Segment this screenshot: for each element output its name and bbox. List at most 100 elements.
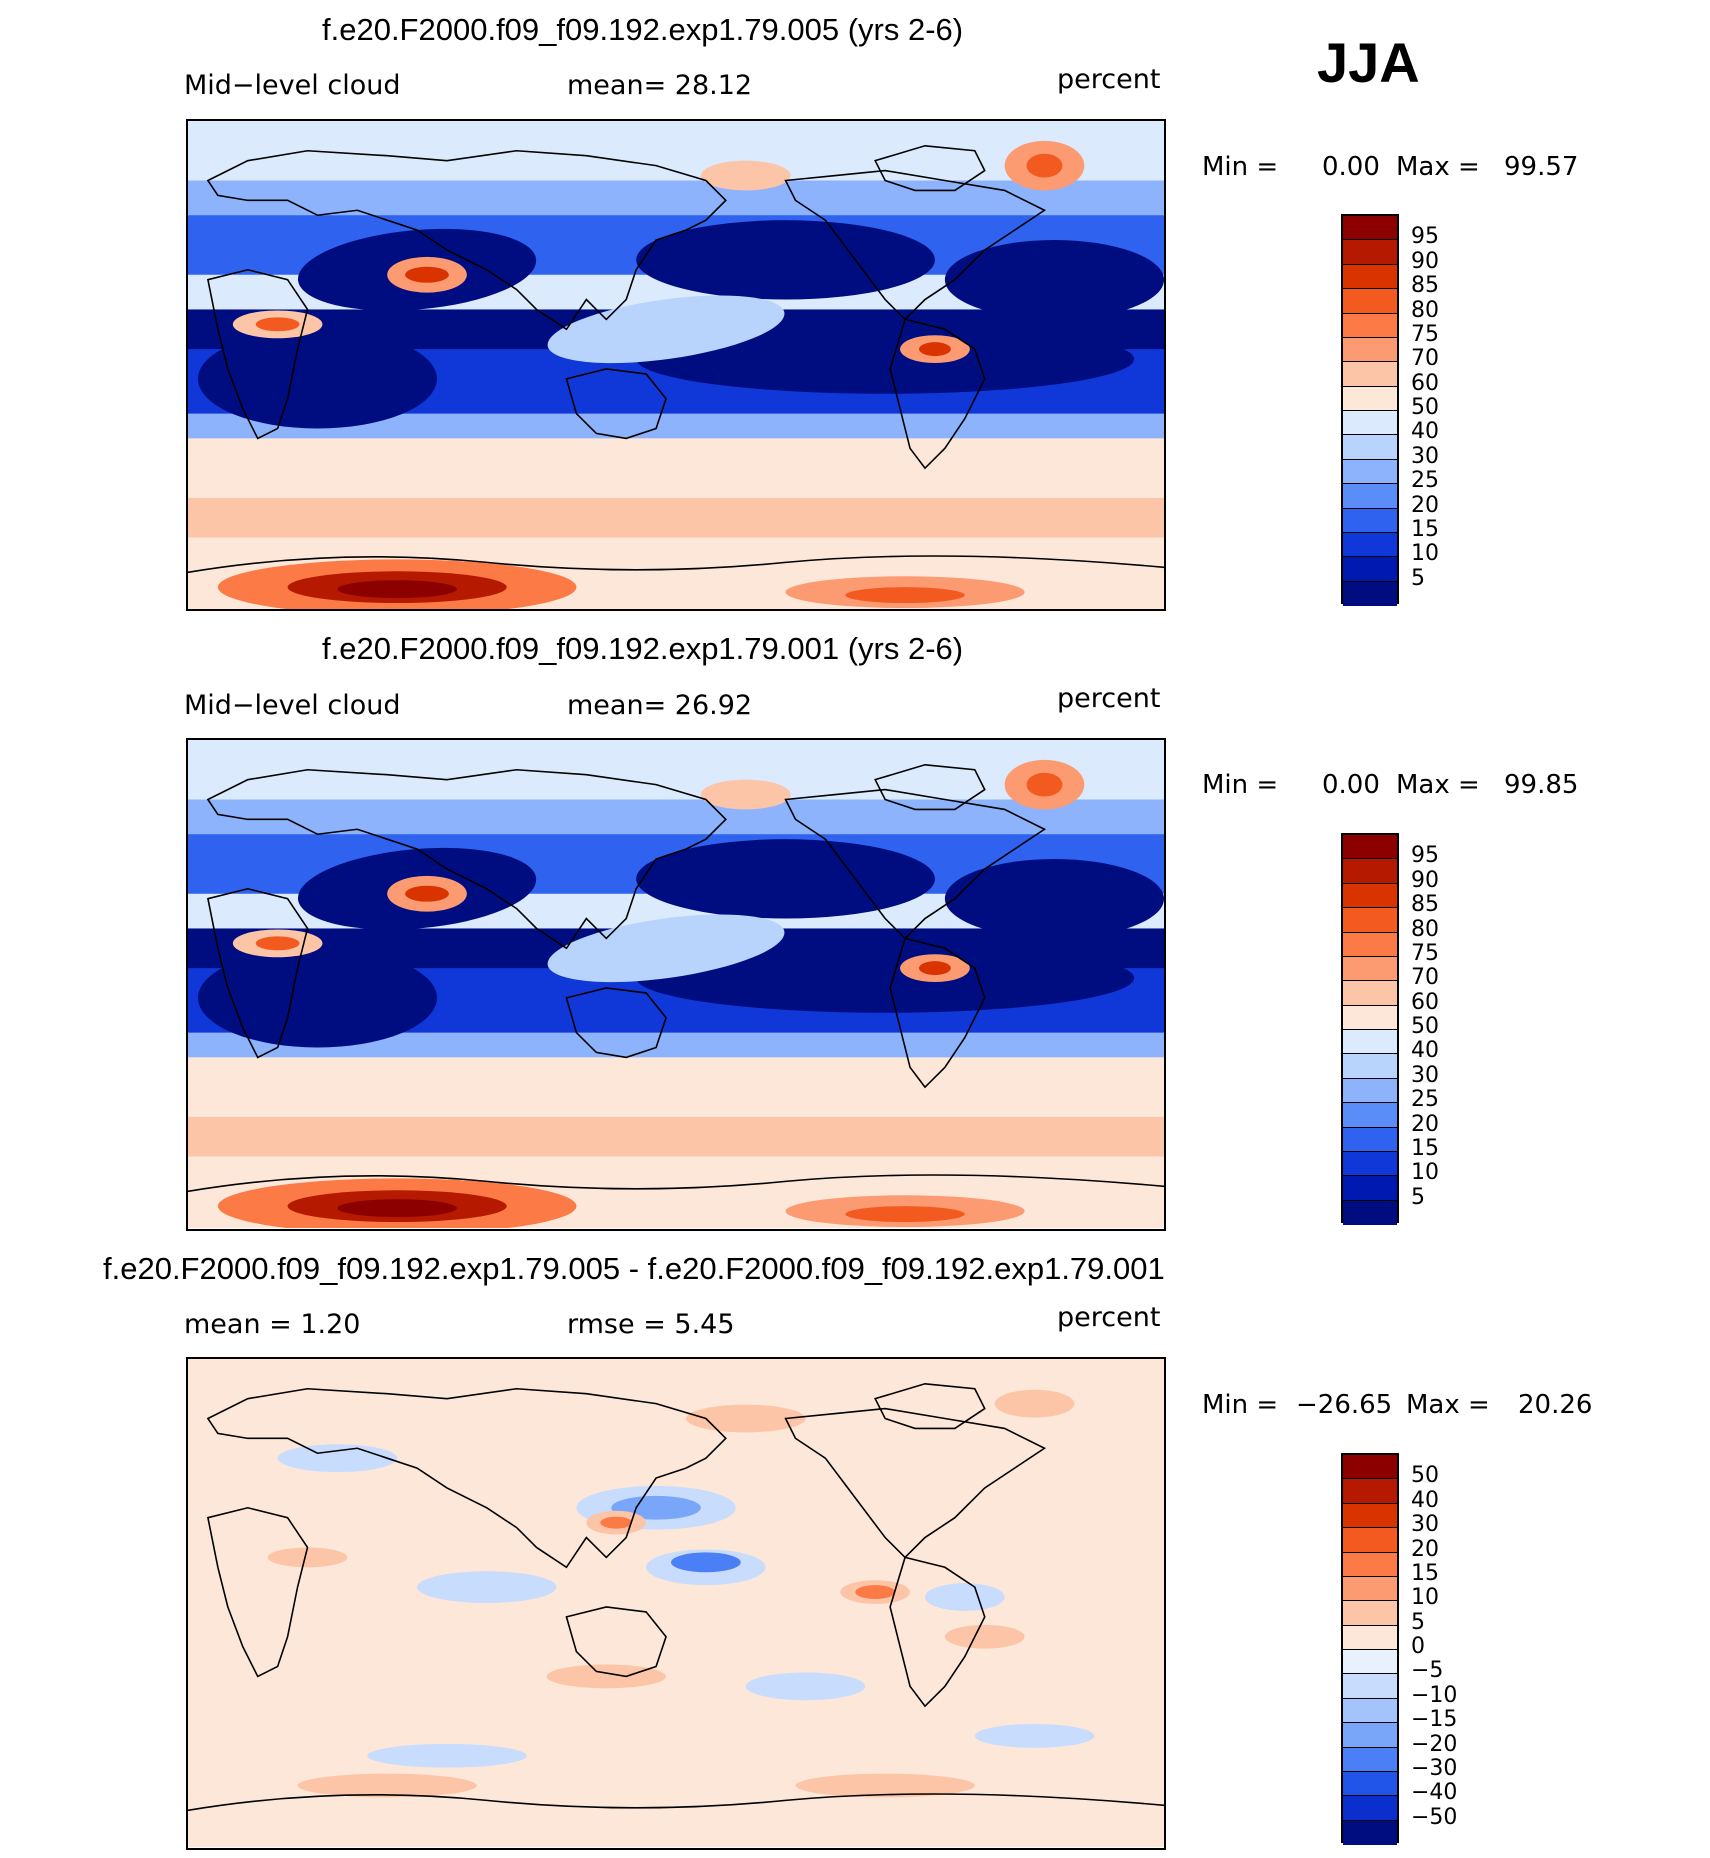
- colorbar-tick-label: 60: [1411, 989, 1439, 1015]
- map-field: [188, 121, 1164, 609]
- colorbar-swatch: [1343, 581, 1397, 606]
- colorbar-swatch: [1343, 1528, 1397, 1553]
- colorbar-tick-label: −50: [1411, 1804, 1458, 1830]
- panel3-min-value: −26.65: [1296, 1390, 1393, 1420]
- colorbar-tick-label: 50: [1411, 1463, 1439, 1489]
- colorbar-tick-label: 15: [1411, 1560, 1439, 1586]
- colorbar-swatch: [1343, 1723, 1397, 1748]
- colorbar-swatch: [1343, 1503, 1397, 1529]
- colorbar-tick-label: 25: [1411, 468, 1439, 494]
- colorbar-swatch: [1343, 435, 1397, 460]
- panel1-min-value: 0.00: [1322, 152, 1380, 182]
- panel1-map: [186, 119, 1166, 611]
- colorbar-swatch: [1343, 932, 1397, 957]
- colorbar-swatch: [1343, 289, 1397, 314]
- colorbar-tick-label: −15: [1411, 1707, 1458, 1733]
- colorbar-swatch: [1343, 859, 1397, 884]
- panel3-max-label: Max =: [1406, 1390, 1490, 1420]
- colorbar-swatch: [1343, 1455, 1397, 1480]
- colorbar-swatch: [1343, 240, 1397, 265]
- panel3-rmse-label: rmse = 5.45: [567, 1309, 735, 1340]
- colorbar-swatch: [1343, 1078, 1397, 1104]
- colorbar-swatch: [1343, 1796, 1397, 1821]
- map-field: [188, 1359, 1164, 1847]
- colorbar-swatch: [1343, 411, 1397, 436]
- season-label: JJA: [1317, 31, 1420, 94]
- panel1-colorbar: [1341, 214, 1399, 606]
- colorbar-swatch: [1343, 337, 1397, 363]
- colorbar-tick-label: −10: [1411, 1682, 1458, 1708]
- colorbar-tick-label: 95: [1411, 224, 1439, 250]
- panel2-max-label: Max =: [1396, 770, 1480, 800]
- panel2-colorbar: [1341, 833, 1399, 1225]
- colorbar-swatch: [1343, 313, 1397, 338]
- colorbar-tick-label: 0: [1411, 1634, 1425, 1659]
- colorbar-tick-label: 20: [1411, 492, 1439, 518]
- panel2-units-label: percent: [1057, 683, 1161, 714]
- colorbar-tick-label: 50: [1411, 1014, 1439, 1039]
- colorbar-tick-label: 10: [1411, 1160, 1439, 1186]
- colorbar-swatch: [1343, 362, 1397, 387]
- colorbar-swatch: [1343, 1054, 1397, 1079]
- colorbar-tick-label: −20: [1411, 1731, 1458, 1757]
- colorbar-tick-label: 5: [1411, 565, 1425, 591]
- colorbar-swatch: [1343, 1479, 1397, 1504]
- colorbar-tick-label: 95: [1411, 843, 1439, 869]
- colorbar-swatch: [1343, 1698, 1397, 1724]
- colorbar-tick-label: 80: [1411, 297, 1439, 323]
- colorbar-tick-label: 50: [1411, 395, 1439, 420]
- colorbar-swatch: [1343, 1151, 1397, 1177]
- colorbar-swatch: [1343, 1771, 1397, 1797]
- colorbar-tick-label: 30: [1411, 1512, 1439, 1538]
- panel1-max-label: Max =: [1396, 152, 1480, 182]
- colorbar-swatch: [1343, 1030, 1397, 1055]
- colorbar-swatch: [1343, 981, 1397, 1006]
- colorbar-swatch: [1343, 835, 1397, 860]
- colorbar-swatch: [1343, 459, 1397, 485]
- colorbar-tick-label: 70: [1411, 346, 1439, 372]
- colorbar-swatch: [1343, 1576, 1397, 1602]
- panel3-max-value: 20.26: [1518, 1390, 1593, 1420]
- colorbar-swatch: [1343, 956, 1397, 982]
- colorbar-tick-label: 90: [1411, 867, 1439, 893]
- colorbar-swatch: [1343, 1650, 1397, 1675]
- colorbar-swatch: [1343, 1176, 1397, 1201]
- panel1-variable-label: Mid−level cloud: [184, 70, 401, 101]
- colorbar-tick-label: 20: [1411, 1111, 1439, 1137]
- panel2-mean-label: mean= 26.92: [567, 690, 753, 721]
- colorbar-swatch: [1343, 1625, 1397, 1650]
- panel2-map: [186, 738, 1166, 1231]
- colorbar-swatch: [1343, 1674, 1397, 1699]
- colorbar-tick-label: 90: [1411, 248, 1439, 274]
- colorbar-tick-label: −30: [1411, 1755, 1458, 1781]
- colorbar-tick-label: 25: [1411, 1087, 1439, 1113]
- panel3-map: [186, 1357, 1166, 1850]
- colorbar-tick-label: 75: [1411, 321, 1439, 347]
- panel1-mean-label: mean= 28.12: [567, 70, 753, 101]
- colorbar-swatch: [1343, 1103, 1397, 1128]
- colorbar-tick-label: 30: [1411, 443, 1439, 469]
- colorbar-swatch: [1343, 557, 1397, 582]
- colorbar-tick-label: 40: [1411, 1487, 1439, 1513]
- colorbar-tick-label: 75: [1411, 940, 1439, 966]
- panel3-units-label: percent: [1057, 1302, 1161, 1333]
- colorbar-swatch: [1343, 1127, 1397, 1152]
- colorbar-tick-label: 20: [1411, 1536, 1439, 1562]
- colorbar-swatch: [1343, 484, 1397, 509]
- colorbar-tick-label: 40: [1411, 419, 1439, 445]
- panel3-title: f.e20.F2000.f09_f09.192.exp1.79.005 - f.…: [103, 1251, 1165, 1286]
- colorbar-tick-label: 40: [1411, 1038, 1439, 1064]
- colorbar-tick-label: 70: [1411, 965, 1439, 991]
- colorbar-swatch: [1343, 1820, 1397, 1845]
- colorbar-swatch: [1343, 264, 1397, 290]
- colorbar-swatch: [1343, 1005, 1397, 1030]
- colorbar-tick-label: 85: [1411, 892, 1439, 918]
- panel2-min-label: Min =: [1202, 770, 1279, 800]
- colorbar-tick-label: 5: [1411, 1184, 1425, 1210]
- panel2-min-value: 0.00: [1322, 770, 1380, 800]
- colorbar-swatch: [1343, 386, 1397, 411]
- colorbar-tick-label: 10: [1411, 541, 1439, 567]
- colorbar-tick-label: 15: [1411, 516, 1439, 542]
- panel3-mean-label: mean = 1.20: [184, 1309, 361, 1340]
- colorbar-tick-label: 60: [1411, 370, 1439, 396]
